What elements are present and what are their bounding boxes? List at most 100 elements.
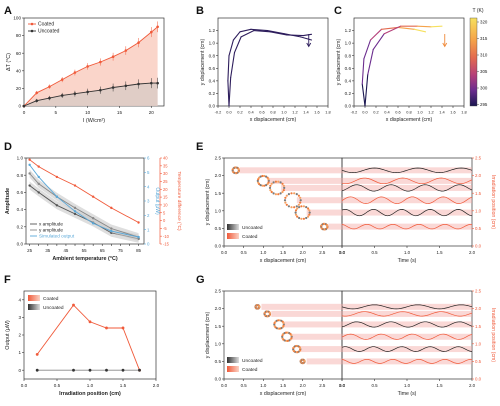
colorbar xyxy=(469,17,478,107)
panel-c-ytick-label: 0.4 xyxy=(345,78,352,83)
panel-e-trajectory-dot xyxy=(268,186,272,189)
panel-d-xtick-label: 55 xyxy=(82,248,87,253)
panel-g-ylabel: y displacement (cm) xyxy=(205,312,211,359)
panel-b-ytick-label: 0.8 xyxy=(209,53,216,58)
panel-f-point xyxy=(138,368,141,372)
panel-d-temp-tick-label: 15 xyxy=(163,195,168,200)
panel-f-point xyxy=(121,326,125,330)
panel-d-point xyxy=(73,184,77,187)
panel-b-trajectory-segment xyxy=(269,31,288,36)
panel-a-xlabel: I (W/cm²) xyxy=(83,118,105,124)
panel-a-ytick-label: 0 xyxy=(18,104,21,109)
panel-g-xlabel2: Time (s) xyxy=(398,391,417,397)
panel-d-output-ytick-right-label: 2 xyxy=(147,213,150,218)
panel-e-trajectory-dot xyxy=(265,184,268,187)
panel-d-point xyxy=(91,195,95,198)
panel-e-trajectory-dot xyxy=(293,206,296,209)
panel-a-series-line xyxy=(23,26,158,107)
panel-c-ytick-label: 0.8 xyxy=(345,53,352,58)
panel-g-irradiation-band xyxy=(271,310,472,317)
panel-a-area-1 xyxy=(24,83,158,106)
panel-e-xlabel2: Time (s) xyxy=(398,258,417,264)
panel-g-xlabel: x displacement (cm) xyxy=(260,391,307,397)
panel-a-xtick-label: 20 xyxy=(149,110,155,115)
panel-b-tip-arrowhead xyxy=(306,42,312,48)
panel-e-oscillation-trace xyxy=(341,209,473,217)
panel-d-temp-tick-label: 40 xyxy=(163,156,168,161)
panel-b-ytick-label: 0.6 xyxy=(209,66,216,71)
panel-g-trajectory-dot xyxy=(258,305,261,308)
panel-e-trajectory-dot xyxy=(299,196,302,199)
panel-b-trajectory-segment xyxy=(233,36,242,54)
panel-c-xtick-label: 1.8 xyxy=(461,110,466,115)
panel-c-trajectory-segment xyxy=(372,33,385,50)
panel-b-xtick-label: 0.4 xyxy=(248,110,254,115)
panel-g-trajectory-dot xyxy=(278,327,281,330)
panel-c-trajectory-segment xyxy=(367,48,374,76)
panel-e-time-tick-label: 1.5 xyxy=(436,250,443,255)
panel-g-ytick-label: 2.0 xyxy=(215,306,222,311)
panel-c-xlabel: x displacement (cm) xyxy=(386,117,433,123)
panel-g-letter-pos: G xyxy=(196,274,205,286)
panel-e-trajectory-dot xyxy=(237,168,240,171)
panel-d-ylabel: Amplitude xyxy=(5,188,11,214)
panel-d-ytick-label: 0.6 xyxy=(17,190,24,195)
panel-b-xtick-label: 1.0 xyxy=(281,110,287,115)
panel-g-irr-ytick-right-label: 2.5 xyxy=(475,289,482,294)
panel-e-trajectory-dot xyxy=(282,189,285,192)
panel-c-letter: C xyxy=(334,5,342,17)
panel-d-temp-tick-label: -15 xyxy=(163,242,170,247)
panel-e-trajectory-dot xyxy=(263,184,266,187)
colorbar-tick-label: 300 xyxy=(480,86,488,91)
panel-d-xtick-label: 65 xyxy=(100,248,105,253)
panel-e-trajectory-dot xyxy=(294,211,297,214)
panel-c-trajectory-segment xyxy=(369,28,383,41)
panel-d-xlabel: Ambient temperature (°C) xyxy=(52,256,118,262)
panel-d-output-ytick-right-label: 1 xyxy=(147,227,150,232)
panel-e-trajectory-dot xyxy=(274,193,277,196)
panel-d-point xyxy=(37,182,40,185)
panel-g-oscillation-trace xyxy=(341,321,473,328)
panel-e-xtick-label: 3.0 xyxy=(339,250,346,255)
panel-a-point xyxy=(111,86,115,89)
panel-e-irr-ytick-right-label: 1.5 xyxy=(475,191,482,196)
panel-b-xtick-label: 0.0 xyxy=(226,110,232,115)
panel-d-temp-tick-label: 10 xyxy=(163,203,168,208)
panel-e-xtick-label: 0.0 xyxy=(221,250,228,255)
panel-f-legend-coated: Coated xyxy=(43,296,59,302)
panel-d-xtick-label: 25 xyxy=(27,248,32,253)
panel-f-letter: F xyxy=(4,274,11,286)
panel-d-output-ytick-right-label: 0 xyxy=(147,242,150,247)
panel-f-point xyxy=(88,368,92,372)
panel-e-trajectory-dot xyxy=(285,203,288,206)
panel-e-trajectory-dot xyxy=(299,199,302,202)
panel-g-legend-coated-swatch xyxy=(227,366,239,372)
panel-e-xtick-label: 2.5 xyxy=(319,250,326,255)
panel-g-trajectory-dot xyxy=(277,319,280,322)
panel-d-temp-tick-label: 20 xyxy=(163,187,168,192)
panel-d-output-ytick-right-label: 6 xyxy=(147,156,150,161)
panel-a-point xyxy=(22,104,26,108)
panel-g-time-tick-label: 2.0 xyxy=(469,383,476,388)
panel-e-trajectory-dot xyxy=(297,203,300,206)
panel-d-ytick-label: 0.0 xyxy=(17,242,24,247)
panel-e-trajectory-dot xyxy=(279,181,282,184)
panel-e-trajectory-dot xyxy=(279,192,282,195)
panel-g-irr-ytick-right-label: 0.5 xyxy=(475,359,482,364)
panel-a-point xyxy=(73,71,77,74)
panel-f-series-line xyxy=(36,304,140,371)
panel-d-letter: D xyxy=(4,141,12,153)
panel-b-trajectory-segment xyxy=(240,30,255,38)
panel-g-oscillation-trace xyxy=(341,311,473,317)
panel-e-trajectory-dot xyxy=(272,181,275,184)
panel-e-trajectory-dot xyxy=(263,174,266,178)
panel-a-point xyxy=(35,99,39,103)
panel-e-trajectory-dot xyxy=(293,192,296,195)
panel-e-trajectory-dot xyxy=(295,193,298,196)
panel-a-point xyxy=(149,81,153,85)
panel-d-point xyxy=(91,217,95,220)
panel-d-ytick-label: 0.8 xyxy=(17,173,24,178)
panel-c-ytick-label: 1.2 xyxy=(345,28,352,33)
panel-a-series-line xyxy=(23,82,158,107)
